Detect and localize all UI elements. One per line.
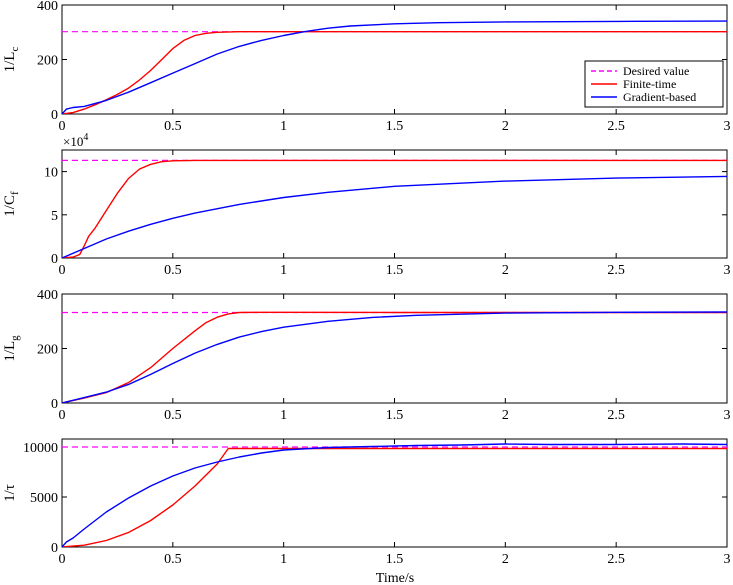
x-tick-label: 3 xyxy=(724,408,731,423)
x-tick-label: 1 xyxy=(280,263,287,278)
y-tick-label: 400 xyxy=(37,0,58,14)
plot-frame xyxy=(61,293,728,404)
y-tick-label: 400 xyxy=(37,288,58,303)
x-tick-label: 3 xyxy=(724,552,731,567)
x-tick-label: 2.5 xyxy=(607,263,625,278)
y-axis-label: 1/τ xyxy=(2,484,18,502)
plot-frame xyxy=(61,438,728,548)
x-tick-label: 0.5 xyxy=(164,119,182,134)
y-axis-label: 1/Lc xyxy=(2,47,21,73)
x-tick-label: 0.5 xyxy=(164,552,182,567)
series-gradient-based xyxy=(62,311,727,403)
x-tick-label: 2.5 xyxy=(607,552,625,567)
panel-3: 0 0.5 1 1.5 2 2.5 3 0 200 400 1/Lg xyxy=(2,288,731,423)
x-tick-label: 1 xyxy=(280,119,287,134)
x-tick-label: 1 xyxy=(280,552,287,567)
y-tick-label: 10000 xyxy=(23,441,58,456)
legend-box xyxy=(584,60,724,108)
y-tick-label: 0 xyxy=(51,541,58,556)
series-gradient-based xyxy=(62,175,727,258)
x-tick-label: 1.5 xyxy=(386,119,404,134)
x-tick-label: 2.5 xyxy=(607,119,625,134)
x-tick-label: 0.5 xyxy=(164,263,182,278)
x-tick-label: 2 xyxy=(502,552,509,567)
series-gradient-based xyxy=(62,443,727,547)
panel-1: 0 0.5 1 1.5 2 2.5 3 0 200 400 1/Lc Desired valueFin… xyxy=(2,0,731,134)
y-tick-label: 200 xyxy=(37,54,58,69)
y-tick-label: 5 xyxy=(51,209,58,224)
y-tick-label: 200 xyxy=(37,343,58,358)
x-tick-label: 1.5 xyxy=(386,263,404,278)
x-tick-label: 0.5 xyxy=(164,408,182,423)
x-tick-label: 3 xyxy=(724,119,731,134)
legend-entry: Finite-time xyxy=(623,77,676,91)
x-tick-label: 2 xyxy=(502,119,509,134)
x-tick-label: 2 xyxy=(502,408,509,423)
series-finite-time xyxy=(62,159,727,258)
y-tick-label: 5000 xyxy=(30,491,58,506)
y-tick-label: 0 xyxy=(51,252,58,267)
y-exponent-label: ×104 xyxy=(63,132,88,149)
y-axis-label: 1/Lg xyxy=(2,335,21,362)
series-finite-time xyxy=(62,311,727,403)
legend-entry: Gradient-based xyxy=(623,90,696,104)
legend-entry: Desired value xyxy=(623,64,689,78)
x-tick-label: 0 xyxy=(59,263,66,278)
x-tick-label: 2.5 xyxy=(607,408,625,423)
y-tick-label: 10 xyxy=(44,166,58,181)
x-tick-label: 2 xyxy=(502,263,509,278)
x-tick-label: 0 xyxy=(59,408,66,423)
x-tick-label: 1.5 xyxy=(386,408,404,423)
y-axis-label: 1/Cf xyxy=(2,191,21,217)
x-tick-label: 1 xyxy=(280,408,287,423)
x-tick-label: 0 xyxy=(59,119,66,134)
x-axis-label: Time/s xyxy=(376,571,414,585)
panel-2: 0 0.5 1 1.5 2 2.5 3 0 5 10 ×104 1/Cf xyxy=(2,132,731,278)
x-tick-label: 0 xyxy=(59,552,66,567)
x-tick-label: 3 xyxy=(724,263,731,278)
y-tick-label: 0 xyxy=(51,397,58,412)
series-gradient-based xyxy=(62,20,727,114)
y-tick-label: 0 xyxy=(51,108,58,123)
series-finite-time xyxy=(62,447,727,547)
x-tick-label: 1.5 xyxy=(386,552,404,567)
plot-frame xyxy=(61,149,728,259)
panel-4: 0 0.5 1 1.5 2 2.5 3 0 5000 10000 1/τ xyxy=(2,438,731,567)
